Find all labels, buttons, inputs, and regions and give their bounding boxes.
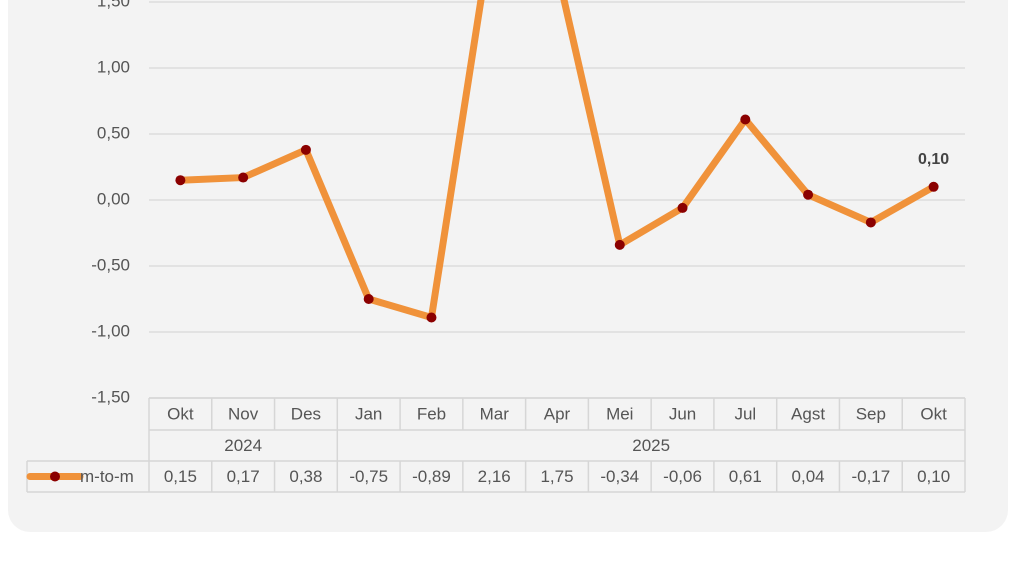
y-tick-label: -1,00 [91,321,130,340]
data-point [740,114,751,125]
table-value: 0,61 [729,467,762,486]
series-line [180,0,936,321]
legend-label: m-to-m [80,467,134,486]
x-tick-label: Mei [606,404,633,423]
x-tick-label: Des [291,404,321,423]
table-value: -0,75 [349,467,388,486]
table-value: -0,17 [851,467,890,486]
x-tick-label: Sep [856,404,886,423]
data-label: 0,10 [918,151,949,168]
group-label: 2025 [632,436,670,455]
table-value: 0,38 [289,467,322,486]
table-value: 1,75 [540,467,573,486]
data-point [928,181,939,192]
table-value: 0,10 [917,467,950,486]
y-tick-label: 1,50 [97,0,130,10]
data-point [238,172,249,183]
table-value: -0,06 [663,467,702,486]
x-tick-label: Jan [355,404,382,423]
x-tick-label: Mar [480,404,510,423]
x-tick-label: Okt [920,404,947,423]
legend-marker [50,471,60,482]
data-point [803,189,814,200]
data-point [300,144,311,155]
y-tick-label: 0,50 [97,123,130,142]
table-value: 0,17 [227,467,260,486]
y-tick-label: 0,00 [97,189,130,208]
table-value: 0,15 [164,467,197,486]
data-point [363,294,374,304]
data-point [677,202,688,213]
table-value: 2,16 [478,467,511,486]
x-tick-label: Feb [417,404,446,423]
table-value: -0,34 [600,467,639,486]
data-point [426,312,437,323]
y-tick-label: 1,00 [97,57,130,76]
table-value: 0,04 [792,467,825,486]
y-tick-label: -0,50 [91,255,130,274]
table-value: -0,89 [412,467,451,486]
x-tick-label: Jul [734,404,756,423]
x-tick-label: Agst [791,404,825,423]
data-point [614,239,625,250]
data-point [175,175,186,186]
x-tick-label: Nov [228,404,259,423]
data-point [865,217,876,228]
y-tick-label: -1,50 [91,387,130,406]
x-tick-label: Okt [167,404,194,423]
x-tick-label: Apr [544,404,571,423]
x-tick-label: Jun [669,404,696,423]
group-label: 2024 [224,436,262,455]
